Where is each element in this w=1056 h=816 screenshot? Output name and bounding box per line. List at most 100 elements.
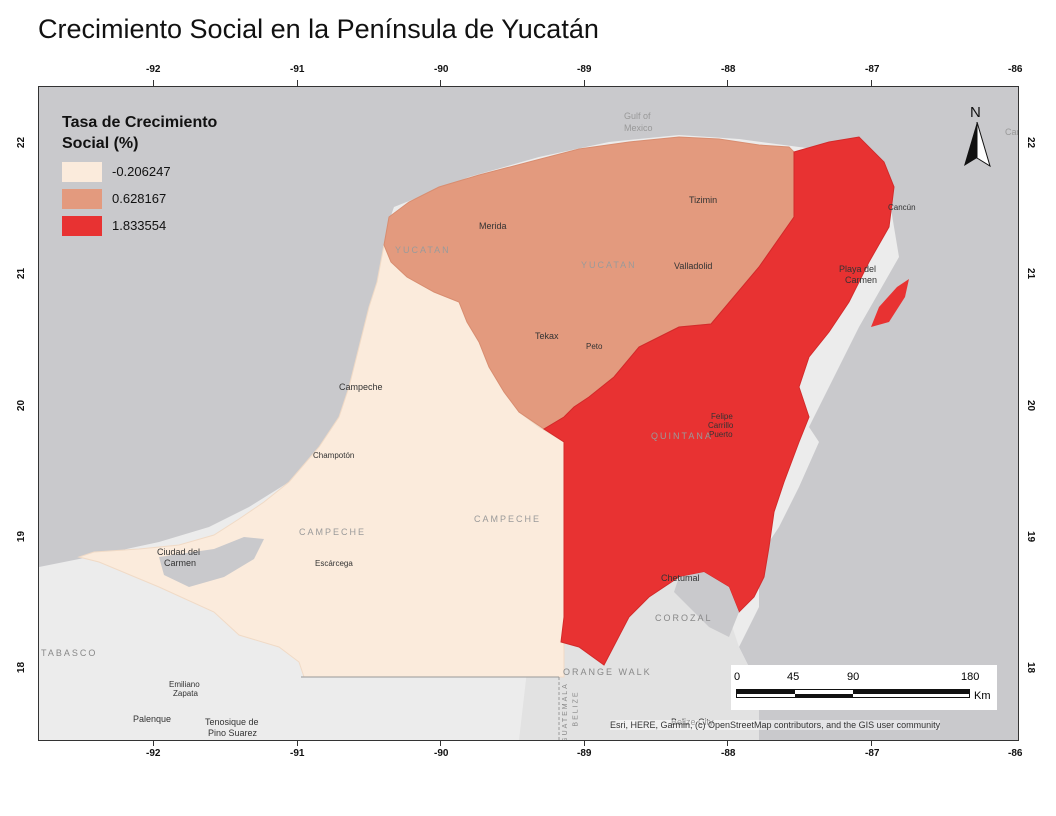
tick-right-3: 20: [1025, 399, 1037, 412]
north-label: N: [970, 104, 981, 121]
tick-left-3: 20: [16, 399, 28, 412]
scale-tick-90: 90: [847, 671, 860, 683]
north-arrow: N: [962, 104, 992, 168]
city-palenque: Palenque: [133, 714, 172, 724]
tick-left-2: 21: [16, 267, 28, 280]
tickmark: [297, 740, 298, 746]
tick-left-4: 19: [16, 530, 28, 543]
tick-left-5: 18: [16, 661, 28, 674]
tick-bottom-3: -90: [434, 748, 449, 759]
tickmark: [871, 80, 872, 86]
map-view[interactable]: YUCATAN YUCATAN CAMPECHE CAMPECHE QUINTA…: [38, 86, 1019, 741]
tick-top-7: -86: [1008, 64, 1023, 75]
tick-top-1: -92: [146, 64, 161, 75]
city-emiliano-2: Zapata: [173, 689, 198, 698]
city-peto: Peto: [586, 342, 603, 351]
legend-swatch: [62, 215, 102, 236]
city-champoton: Champotón: [313, 451, 355, 460]
city-campeche: Campeche: [339, 382, 383, 392]
scale-seg: [853, 690, 969, 694]
scale-seg: [795, 694, 853, 697]
scale-tick-45: 45: [787, 671, 800, 683]
scale-tick-180: 180: [961, 671, 980, 683]
city-escarcega: Escárcega: [315, 559, 353, 568]
legend-row: 1.833554: [62, 212, 262, 239]
tickmark: [153, 740, 154, 746]
tickmark: [727, 80, 728, 86]
region-tabasco: TABASCO: [41, 648, 98, 658]
legend: Tasa de Crecimiento Social (%) -0.206247…: [62, 112, 262, 239]
region-campeche-w: CAMPECHE: [299, 527, 367, 537]
bahia-chetumal: [674, 572, 739, 637]
legend-swatch: [62, 188, 102, 209]
city-tenosique-1: Tenosique de: [205, 717, 259, 727]
tickmark: [871, 740, 872, 746]
tick-bottom-4: -89: [577, 748, 592, 759]
city-tenosique-2: Pino Suarez: [208, 728, 258, 738]
tick-right-2: 21: [1025, 267, 1037, 280]
scale-seg: [737, 690, 795, 694]
label-carib: Car: [1005, 127, 1019, 137]
tickmark: [584, 740, 585, 746]
tick-bottom-5: -88: [721, 748, 736, 759]
tick-right-4: 19: [1025, 530, 1037, 543]
city-playa-2: Carmen: [845, 275, 878, 285]
city-ciudad-carmen-1: Ciudad del: [157, 547, 201, 557]
tick-top-6: -87: [865, 64, 880, 75]
tick-right-5: 18: [1025, 661, 1037, 674]
tickmark: [440, 740, 441, 746]
region-guatemala: GUATEMALA: [561, 682, 569, 741]
legend-row: -0.206247: [62, 158, 262, 185]
tickmark: [153, 80, 154, 86]
city-tekax: Tekax: [535, 331, 559, 341]
city-felipe-2: Carrillo: [708, 421, 734, 430]
map-title: Crecimiento Social en la Península de Yu…: [38, 14, 599, 44]
tick-top-2: -91: [290, 64, 305, 75]
city-ciudad-carmen-2: Carmen: [164, 558, 197, 568]
region-yucatan-w: YUCATAN: [395, 245, 451, 255]
tick-top-5: -88: [721, 64, 736, 75]
tickmark: [440, 80, 441, 86]
tick-bottom-1: -92: [146, 748, 161, 759]
scale-unit: Km: [974, 690, 991, 702]
tick-bottom-2: -91: [290, 748, 305, 759]
legend-label: -0.206247: [112, 164, 171, 179]
tick-left-1: 22: [16, 136, 28, 149]
legend-title-line2: Social (%): [62, 135, 139, 152]
scale-bar: 0 45 90 180 Km: [731, 665, 997, 710]
tick-bottom-7: -86: [1008, 748, 1023, 759]
city-cancun: Cancún: [888, 203, 916, 212]
region-quintana: QUINTANA: [651, 431, 713, 441]
north-arrow-icon: [964, 122, 991, 168]
laguna-terminos: [159, 537, 264, 587]
legend-label: 1.833554: [112, 218, 167, 233]
label-gulf-1: Gulf of: [624, 111, 651, 121]
map-canvas: [39, 135, 909, 740]
attribution: Esri, HERE, Garmin, (c) OpenStreetMap co…: [610, 720, 941, 730]
city-playa-1: Playa del: [839, 264, 877, 274]
tickmark: [297, 80, 298, 86]
city-merida: Merida: [479, 221, 507, 231]
legend-row: 0.628167: [62, 185, 262, 212]
legend-label: 0.628167: [112, 191, 167, 206]
tick-right-1: 22: [1025, 136, 1037, 149]
city-chetumal: Chetumal: [661, 573, 700, 583]
region-campeche-e: CAMPECHE: [474, 514, 542, 524]
region-corozal: COROZAL: [655, 613, 713, 623]
legend-title-line1: Tasa de Crecimiento: [62, 114, 218, 131]
region-belize: BELIZE: [572, 690, 580, 727]
label-gulf-2: Mexico: [624, 123, 653, 133]
tick-top-3: -90: [434, 64, 449, 75]
tick-top-4: -89: [577, 64, 592, 75]
island-cozumel: [871, 279, 909, 327]
legend-swatch: [62, 161, 102, 182]
city-tizimin: Tizimin: [689, 195, 718, 205]
scale-tick-0: 0: [734, 671, 741, 683]
region-orange-walk: ORANGE WALK: [563, 667, 652, 677]
city-felipe-3: Puerto: [709, 430, 733, 439]
city-felipe-1: Felipe: [711, 412, 733, 421]
tickmark: [584, 80, 585, 86]
tickmark: [727, 740, 728, 746]
region-yucatan-c: YUCATAN: [581, 260, 637, 270]
city-emiliano-1: Emiliano: [169, 680, 200, 689]
